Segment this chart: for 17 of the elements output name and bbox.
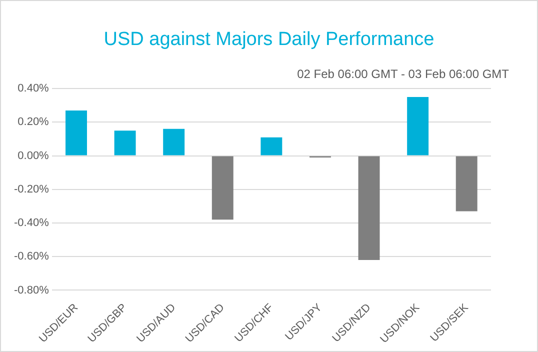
bar [407,97,429,156]
y-tick-label: -0.60% [14,250,50,263]
bar [456,156,478,212]
bar [260,137,282,156]
bar [163,128,185,156]
y-tick-label: -0.40% [14,217,50,230]
bar [358,156,380,260]
y-tick-label: -0.20% [14,183,50,196]
y-tick-label: 0.00% [18,150,50,162]
bar [114,130,136,156]
y-tick-label: -0.80% [14,284,50,296]
y-tick-label: 0.20% [18,116,50,128]
bar [66,110,87,156]
y-tick-label: 0.40% [18,82,50,95]
bar [212,156,234,220]
chart-subtitle: 02 Feb 06:00 GMT - 03 Feb 06:00 GMT [297,67,509,81]
chart-title: USD against Majors Daily Performance [102,29,436,51]
